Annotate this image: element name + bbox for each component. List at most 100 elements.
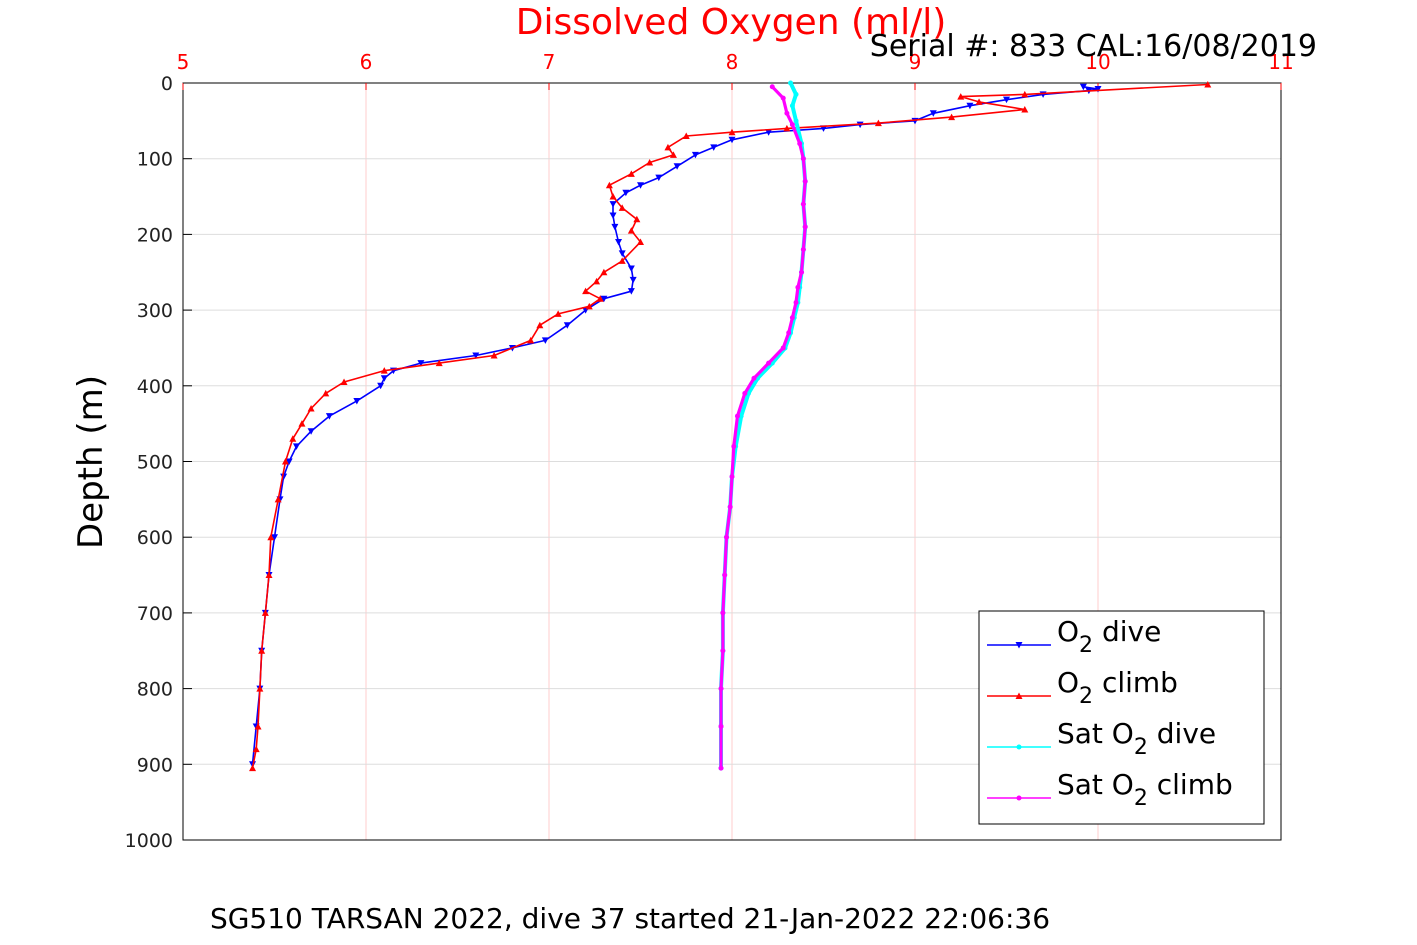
x-tick-label: 8 bbox=[726, 50, 739, 74]
legend-label: Sat O2 climb bbox=[1057, 768, 1233, 811]
data-point-o2_climb bbox=[618, 204, 626, 211]
data-point-o2_dive bbox=[618, 250, 626, 257]
chart-footer: SG510 TARSAN 2022, dive 37 started 21-Ja… bbox=[210, 902, 1050, 935]
data-point-sat_climb bbox=[727, 504, 733, 510]
data-point-sat_dive bbox=[738, 413, 744, 419]
axis-ticks: 5 6 7 8 9 10 11 0 100 200 300 400 500 600 700 800 900 100… bbox=[125, 50, 1294, 852]
y-tick-label: 1000 bbox=[125, 830, 173, 852]
data-point-o2_climb bbox=[307, 405, 315, 412]
data-point-sat_climb bbox=[751, 375, 757, 381]
data-point-o2_dive bbox=[1094, 86, 1102, 93]
data-point-o2_dive bbox=[622, 189, 630, 197]
legend-label-main: Sat O bbox=[1057, 768, 1134, 801]
y-tick-label: 200 bbox=[137, 224, 173, 246]
data-point-sat_climb bbox=[780, 95, 786, 101]
legend-label-main: O bbox=[1057, 666, 1079, 699]
data-point-sat_climb bbox=[720, 648, 726, 654]
data-point-sat_climb bbox=[793, 300, 799, 306]
legend-label-subscript: 2 bbox=[1079, 633, 1093, 658]
data-point-o2_climb bbox=[600, 268, 608, 276]
data-point-o2_climb bbox=[975, 98, 983, 105]
data-point-sat_climb bbox=[786, 330, 792, 336]
data-point-o2_dive bbox=[929, 110, 937, 117]
data-point-o2_climb bbox=[957, 93, 965, 100]
data-point-o2_climb bbox=[254, 722, 262, 730]
y-tick-label: 800 bbox=[137, 679, 173, 701]
data-point-o2_climb bbox=[252, 745, 260, 753]
x-tick-label: 5 bbox=[177, 50, 190, 74]
data-point-o2_climb bbox=[274, 495, 282, 503]
data-point-o2_climb bbox=[874, 119, 882, 127]
chart-title: Dissolved Oxygen (ml/l) bbox=[516, 2, 947, 43]
data-point-o2_climb bbox=[281, 458, 289, 465]
legend-label-main: O bbox=[1057, 615, 1079, 648]
data-point-o2_climb bbox=[1021, 105, 1029, 113]
data-point-o2_dive bbox=[271, 534, 278, 541]
data-point-o2_dive bbox=[1003, 96, 1010, 104]
data-point-o2_climb bbox=[728, 128, 736, 136]
data-point-o2_climb bbox=[298, 420, 306, 427]
data-point-o2_dive bbox=[353, 397, 361, 405]
y-tick-label: 500 bbox=[137, 452, 173, 474]
x-tick-label: 10 bbox=[1085, 50, 1110, 74]
data-point-sat_climb bbox=[789, 122, 795, 128]
data-point-o2_climb bbox=[627, 227, 635, 234]
x-tick-label: 7 bbox=[543, 50, 556, 74]
data-point-sat_climb bbox=[802, 224, 808, 230]
legend-label: O2 dive bbox=[1057, 615, 1161, 658]
data-point-o2_dive bbox=[655, 174, 663, 182]
legend-label-suffix: climb bbox=[1093, 666, 1178, 699]
data-point-o2_climb bbox=[265, 571, 273, 579]
data-point-o2_dive bbox=[615, 238, 623, 246]
data-point-o2_climb bbox=[593, 277, 601, 285]
data-point-o2_climb bbox=[490, 352, 498, 359]
data-point-o2_dive bbox=[285, 458, 293, 465]
data-point-o2_climb bbox=[322, 389, 330, 397]
data-point-o2_dive bbox=[377, 382, 385, 390]
data-point-o2_climb bbox=[669, 151, 677, 158]
legend-swatch-marker bbox=[1016, 795, 1022, 801]
data-point-o2_climb bbox=[664, 143, 672, 151]
legend-label-subscript: 2 bbox=[1134, 735, 1148, 760]
data-point-sat_climb bbox=[742, 390, 748, 396]
data-point-o2_dive bbox=[627, 265, 635, 272]
data-point-o2_dive bbox=[541, 337, 549, 344]
data-point-o2_climb bbox=[340, 378, 348, 386]
data-point-o2_dive bbox=[691, 151, 699, 159]
data-point-sat_climb bbox=[780, 345, 786, 351]
legend-swatch-marker bbox=[1015, 642, 1023, 649]
data-point-sat_climb bbox=[718, 765, 724, 771]
data-point-sat_dive bbox=[789, 103, 795, 109]
data-point-o2_dive bbox=[710, 144, 718, 151]
legend-swatch-marker bbox=[1016, 744, 1022, 750]
y-tick-label: 0 bbox=[161, 73, 173, 95]
legend-label-main: Sat O bbox=[1057, 717, 1134, 750]
data-point-o2_climb bbox=[605, 181, 613, 189]
data-point-o2_climb bbox=[289, 435, 297, 442]
series bbox=[249, 80, 1212, 772]
data-point-sat_climb bbox=[729, 474, 735, 480]
series-line-sat_dive bbox=[719, 82, 808, 769]
data-point-o2_climb bbox=[256, 685, 264, 692]
legend-entry-o2_climb: O2 climb bbox=[987, 666, 1178, 709]
data-point-sat_climb bbox=[734, 413, 740, 419]
data-point-o2_climb bbox=[435, 359, 443, 367]
data-point-sat_dive bbox=[788, 80, 794, 86]
legend-label: Sat O2 dive bbox=[1057, 717, 1216, 760]
data-point-o2_climb bbox=[637, 238, 644, 245]
data-point-o2_climb bbox=[627, 170, 635, 177]
legend-label: O2 climb bbox=[1057, 666, 1178, 709]
data-point-o2_dive bbox=[637, 182, 644, 189]
series-sat_climb bbox=[718, 84, 808, 771]
data-point-o2_dive bbox=[609, 201, 617, 208]
x-tick-label: 11 bbox=[1268, 50, 1293, 74]
series-line-sat_climb bbox=[719, 85, 807, 769]
data-point-sat_climb bbox=[800, 247, 806, 253]
data-point-o2_dive bbox=[472, 352, 480, 360]
data-point-o2_climb bbox=[783, 124, 791, 132]
data-point-o2_dive bbox=[673, 163, 681, 170]
data-point-o2_climb bbox=[618, 257, 626, 264]
data-point-o2_climb bbox=[267, 533, 275, 541]
